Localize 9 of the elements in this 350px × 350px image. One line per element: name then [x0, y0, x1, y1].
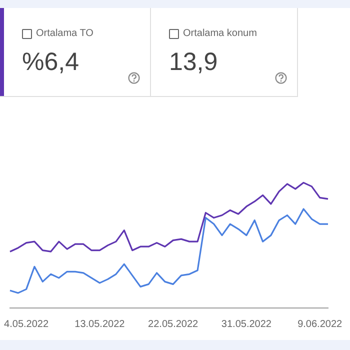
text: %6,4: [22, 48, 79, 77]
x-tick-label: 9.06.2022: [298, 318, 343, 330]
x-tick-label: 13.05.2022: [74, 318, 126, 330]
text: Ortalama TO: [36, 28, 94, 39]
text: 13,9: [169, 48, 218, 77]
x-tick-label: 4.05.2022: [4, 318, 49, 330]
text: Ortalama konum: [183, 28, 257, 39]
x-tick-label: 22.05.2022: [148, 318, 199, 330]
x-tick-label: 31.05.2022: [221, 318, 272, 330]
